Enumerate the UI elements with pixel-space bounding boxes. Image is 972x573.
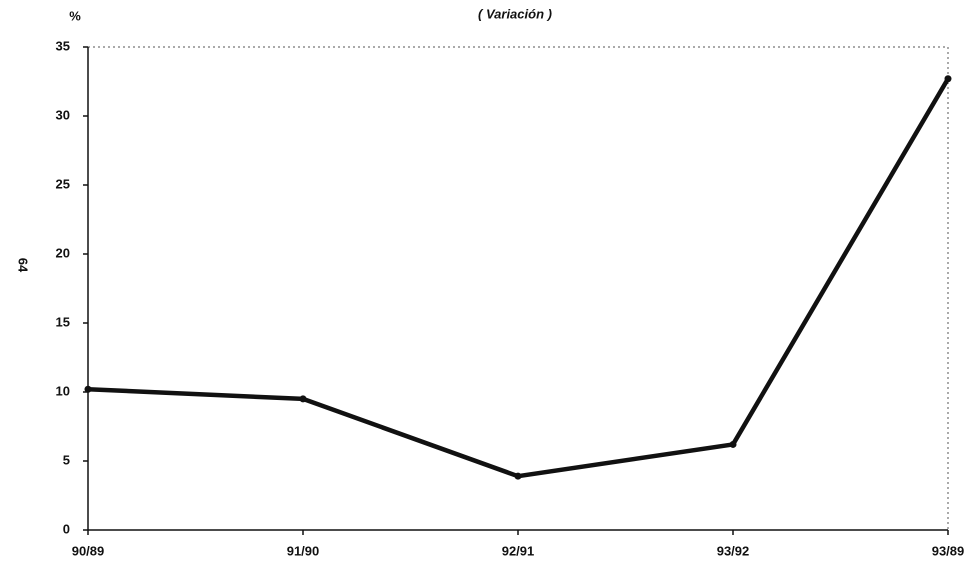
data-point (729, 440, 737, 448)
y-tick-label: 10 (56, 383, 70, 398)
x-tick-label: 93/92 (717, 543, 750, 558)
data-point (299, 395, 307, 403)
data-point (514, 472, 522, 480)
y-tick-label: 5 (63, 452, 70, 467)
y-tick-label: 0 (63, 521, 70, 536)
y-tick-label: 15 (56, 314, 70, 329)
y-tick-label: 20 (56, 245, 70, 260)
y-axis-label: % (69, 8, 81, 23)
data-point (84, 385, 92, 393)
data-point (944, 75, 952, 83)
y-tick-label: 35 (56, 38, 70, 53)
y-tick-label: 25 (56, 176, 70, 191)
x-tick-label: 91/90 (287, 543, 320, 558)
y-tick-label: 30 (56, 107, 70, 122)
chart-title: ( Variación ) (478, 6, 552, 21)
data-line (87, 77, 950, 479)
plot-frame (87, 46, 949, 531)
x-tick-label: 93/89 (932, 543, 965, 558)
x-tick-label: 90/89 (72, 543, 105, 558)
page-number: 64 (16, 258, 31, 273)
x-tick-label: 92/91 (502, 543, 535, 558)
